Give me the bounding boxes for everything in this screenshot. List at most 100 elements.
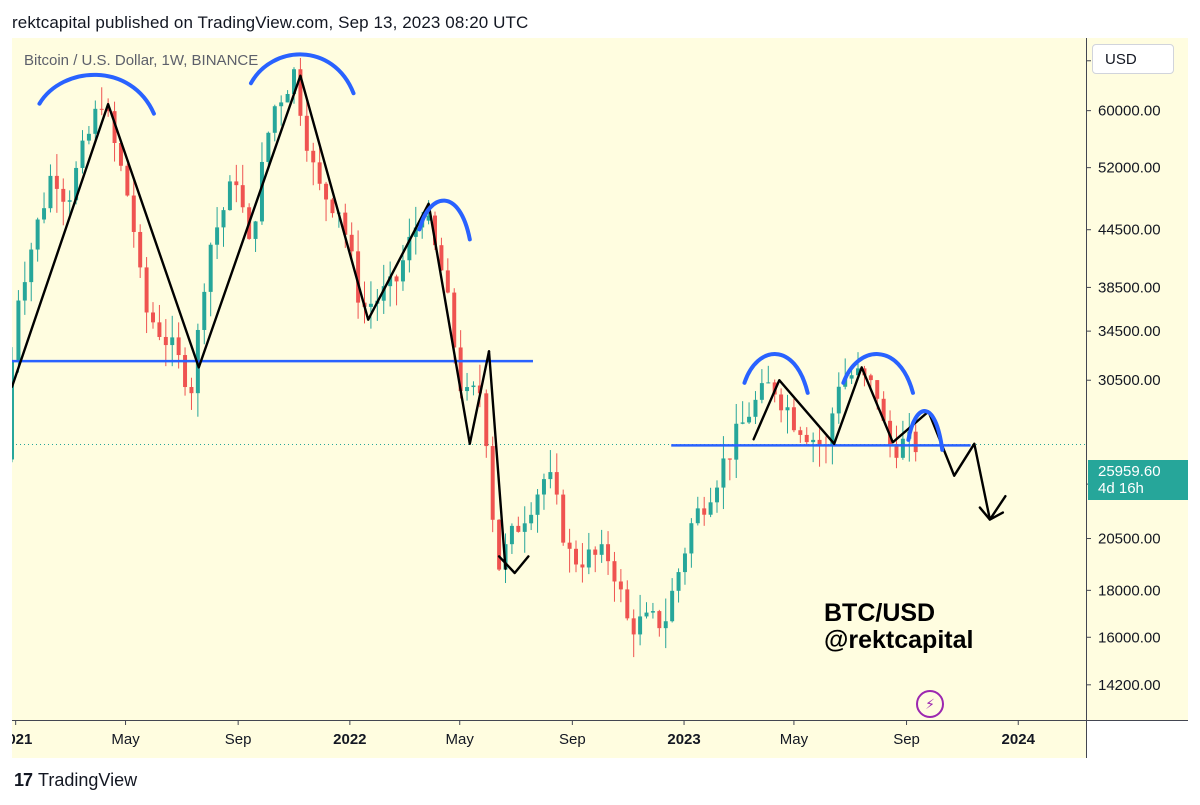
candle-down — [189, 387, 194, 394]
candle-up — [227, 181, 232, 211]
candle-up — [400, 260, 405, 282]
y-tick-label: 52000.00 — [1098, 160, 1161, 177]
candle-down — [574, 548, 578, 565]
candle-down — [458, 347, 463, 392]
pattern-line — [12, 74, 491, 445]
candle-up — [42, 208, 47, 220]
y-tick-label: 14200.00 — [1098, 677, 1161, 694]
price-chart[interactable]: 68000.0060000.0052000.0044500.0038500.00… — [12, 38, 1188, 758]
candle-up — [836, 386, 841, 414]
candle-up — [650, 611, 655, 613]
candle-up — [708, 502, 713, 515]
candle-up — [766, 382, 771, 384]
candle-down — [791, 407, 796, 431]
candle-down — [157, 322, 162, 337]
candle-up — [221, 210, 226, 228]
y-tick-label: 60000.00 — [1098, 103, 1161, 120]
arc-annotation — [37, 72, 156, 116]
candle-up — [811, 439, 816, 443]
x-tick-label: May — [446, 731, 475, 748]
annotation-author: @rektcapital — [824, 626, 974, 654]
candle-up — [599, 544, 604, 555]
candle-down — [804, 434, 809, 443]
candle-up — [93, 108, 98, 134]
pattern-line — [497, 555, 530, 575]
candle-down — [61, 188, 66, 202]
candle-down — [99, 108, 104, 110]
candle-down — [349, 234, 354, 252]
currency-selector[interactable]: USD — [1092, 44, 1174, 74]
candle-up — [266, 132, 271, 162]
bar-countdown: 4d 16h — [1098, 480, 1144, 497]
flash-icon[interactable]: ⚡ — [916, 690, 944, 718]
candle-up — [663, 621, 668, 629]
x-tick-label: Sep — [559, 731, 586, 748]
candle-down — [356, 251, 361, 303]
candle-down — [324, 183, 329, 200]
candle-down — [163, 336, 168, 346]
candle-up — [541, 479, 546, 495]
footer-logo: 17 TradingView — [14, 770, 137, 791]
candle-up — [522, 523, 527, 532]
candle-up — [170, 337, 175, 346]
candle-up — [368, 303, 373, 307]
symbol-title: Bitcoin / U.S. Dollar, 1W, BINANCE — [24, 52, 259, 69]
candle-up — [12, 360, 14, 460]
candle-down — [118, 142, 123, 166]
candle-down — [593, 549, 598, 555]
candle-up — [413, 227, 418, 237]
candle-down — [567, 542, 572, 549]
candle-down — [702, 508, 707, 515]
candle-down — [490, 446, 495, 520]
candle-down — [875, 380, 880, 399]
y-tick-label: 30500.00 — [1098, 372, 1161, 389]
candle-down — [913, 431, 918, 453]
x-tick-label: 2023 — [667, 731, 700, 748]
candle-down — [452, 292, 457, 348]
candle-up — [259, 161, 264, 222]
arc-annotation — [906, 409, 945, 452]
x-tick-label: May — [780, 731, 809, 748]
candle-down — [888, 420, 893, 445]
x-tick-label: Sep — [225, 731, 252, 748]
candle-up — [22, 282, 27, 301]
x-tick-label: 2022 — [333, 731, 366, 748]
candle-up — [279, 102, 284, 107]
x-tick-label: 2021 — [12, 731, 32, 748]
forecast-arrow — [978, 506, 1005, 521]
candle-down — [606, 544, 611, 562]
candle-down — [561, 494, 566, 543]
candle-down — [138, 231, 143, 268]
candle-down — [304, 115, 309, 151]
candle-up — [253, 221, 258, 239]
candle-down — [240, 185, 245, 208]
candle-up — [785, 407, 790, 411]
y-tick-label: 16000.00 — [1098, 629, 1161, 646]
candle-down — [894, 444, 899, 458]
candle-down — [151, 312, 155, 323]
candle-up — [285, 94, 290, 103]
last-price-label: 25959.60 — [1098, 463, 1161, 480]
candle-down — [433, 215, 437, 246]
candle-up — [471, 385, 476, 388]
candle-down — [631, 618, 636, 635]
candle-down — [618, 581, 623, 590]
candle-up — [272, 106, 277, 133]
candle-up — [734, 423, 739, 460]
candle-down — [779, 394, 784, 411]
candle-up — [292, 69, 296, 95]
y-tick-label: 38500.00 — [1098, 279, 1161, 296]
candle-up — [740, 422, 745, 424]
annotation-pair: BTC/USD — [824, 599, 936, 627]
candle-up — [509, 525, 514, 545]
candle-down — [311, 150, 316, 163]
candle-up — [208, 244, 213, 292]
arc-annotation — [417, 198, 472, 242]
candle-up — [695, 508, 700, 524]
candle-down — [881, 398, 886, 421]
candle-up — [388, 276, 393, 287]
chart-panel[interactable]: 68000.0060000.0052000.0044500.0038500.00… — [12, 38, 1188, 758]
candle-down — [394, 276, 399, 282]
candle-up — [644, 612, 649, 617]
tradingview-logo-icon: 17 — [14, 770, 33, 790]
